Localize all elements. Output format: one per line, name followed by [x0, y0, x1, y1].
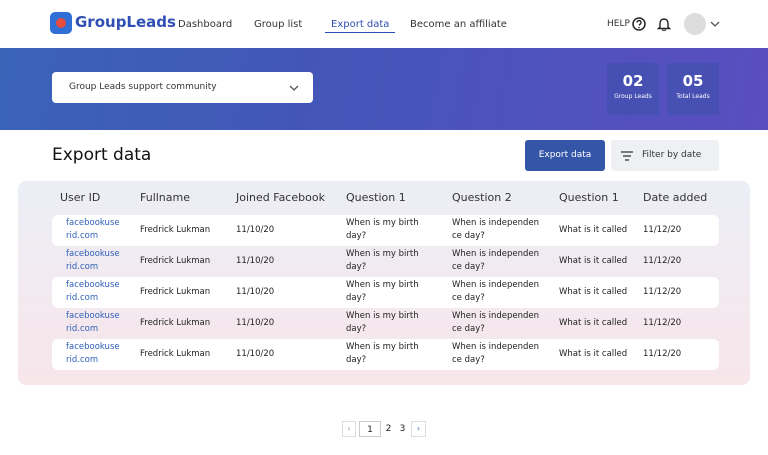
table-cell: What is it called	[559, 256, 628, 266]
dropdown-text: Group Leads support community	[69, 82, 217, 92]
table-cell: When is my birth day?	[346, 249, 419, 272]
table-cell: When is independence day?	[452, 342, 540, 365]
table-cell: What is it called	[559, 349, 628, 359]
page-link[interactable]: 2	[385, 424, 392, 434]
table-cell: 11/10/20	[236, 256, 275, 266]
row-background	[52, 215, 719, 246]
logo-icon	[50, 12, 72, 34]
table-cell: Fredrick Lukman	[140, 225, 211, 235]
help-link[interactable]: HELP	[607, 19, 630, 29]
column-header: Date added	[643, 191, 708, 204]
table-cell: 11/12/20	[643, 287, 682, 297]
column-header: Question 2	[452, 191, 512, 204]
stat-value: 02	[622, 72, 644, 90]
table-cell: What is it called	[559, 287, 628, 297]
logo[interactable]: GroupLeads	[75, 13, 176, 31]
nav-link[interactable]: Dashboard	[178, 19, 233, 30]
table-cell: What is it called	[559, 318, 628, 328]
table-cell: When is my birth day?	[346, 218, 419, 241]
table-cell: 11/10/20	[236, 225, 275, 235]
table-cell: When is independence day?	[452, 249, 540, 272]
table-cell: When is independence day?	[452, 218, 540, 241]
chevron[interactable]	[710, 20, 720, 28]
export-button[interactable]: Export data	[525, 140, 605, 171]
table-cell: 11/12/20	[643, 349, 682, 359]
row-background	[52, 339, 719, 370]
table-cell: Fredrick Lukman	[140, 349, 211, 359]
table-cell: 11/12/20	[643, 225, 682, 235]
table-cell: 11/10/20	[236, 349, 275, 359]
row-background	[52, 277, 719, 308]
table-cell[interactable]: facebookuserid.com	[66, 342, 120, 365]
table-cell[interactable]: facebookuserid.com	[66, 311, 120, 334]
nav-link-active[interactable]: Export data	[325, 19, 396, 33]
top-bar: GroupLeads Dashboard Group list Export d…	[0, 0, 768, 48]
table-cell: 11/10/20	[236, 287, 275, 297]
stat-label: Group Leads	[614, 93, 652, 100]
nav-link[interactable]: Group list	[254, 19, 303, 30]
table-cell: When is independence day?	[452, 311, 540, 334]
table-cell: When is my birth day?	[346, 311, 419, 334]
dropdown-chevron	[289, 85, 299, 91]
filter-text: Filter by date	[642, 150, 702, 160]
table-cell: When is my birth day?	[346, 280, 419, 303]
table-cell[interactable]: facebookuserid.com	[66, 249, 120, 272]
table-cell: Fredrick Lukman	[140, 287, 211, 297]
column-header: User ID	[60, 191, 101, 204]
table-cell: When is independence day?	[452, 280, 540, 303]
group-dropdown[interactable]: Group Leads support community	[52, 72, 313, 103]
table-cell: Fredrick Lukman	[140, 318, 211, 328]
column-header: Question 1	[346, 191, 406, 204]
table-cell: What is it called	[559, 225, 628, 235]
table-cell: Fredrick Lukman	[140, 256, 211, 266]
stat-label: Total Leads	[676, 93, 710, 100]
stat-card: 02 Group Leads	[607, 63, 659, 115]
table-cell: 11/12/20	[643, 256, 682, 266]
stat-value: 05	[682, 72, 704, 90]
page-link[interactable]: 3	[399, 424, 406, 434]
table-cell[interactable]: facebookuserid.com	[66, 218, 120, 241]
table-cell: When is my birth day?	[346, 342, 419, 365]
next-page[interactable]: ›	[411, 421, 426, 437]
prev-page[interactable]: ‹	[342, 421, 356, 437]
filter-icon	[621, 151, 633, 161]
table-cell[interactable]: facebookuserid.com	[66, 280, 120, 303]
filter-button[interactable]: Filter by date	[611, 140, 719, 171]
column-header: Joined Facebook	[236, 191, 325, 204]
stat-card: 05 Total Leads	[667, 63, 719, 115]
help-icon[interactable]	[632, 17, 646, 31]
column-header: Fullname	[140, 191, 191, 204]
table-cell: 11/12/20	[643, 318, 682, 328]
column-header: Question 1	[559, 191, 619, 204]
nav-link[interactable]: Become an affiliate	[410, 19, 507, 30]
current-page[interactable]: 1	[359, 421, 381, 437]
notification-icon[interactable]	[657, 16, 671, 31]
avatar[interactable]	[684, 13, 706, 35]
page-title: Export data	[52, 145, 152, 165]
table-cell: 11/10/20	[236, 318, 275, 328]
